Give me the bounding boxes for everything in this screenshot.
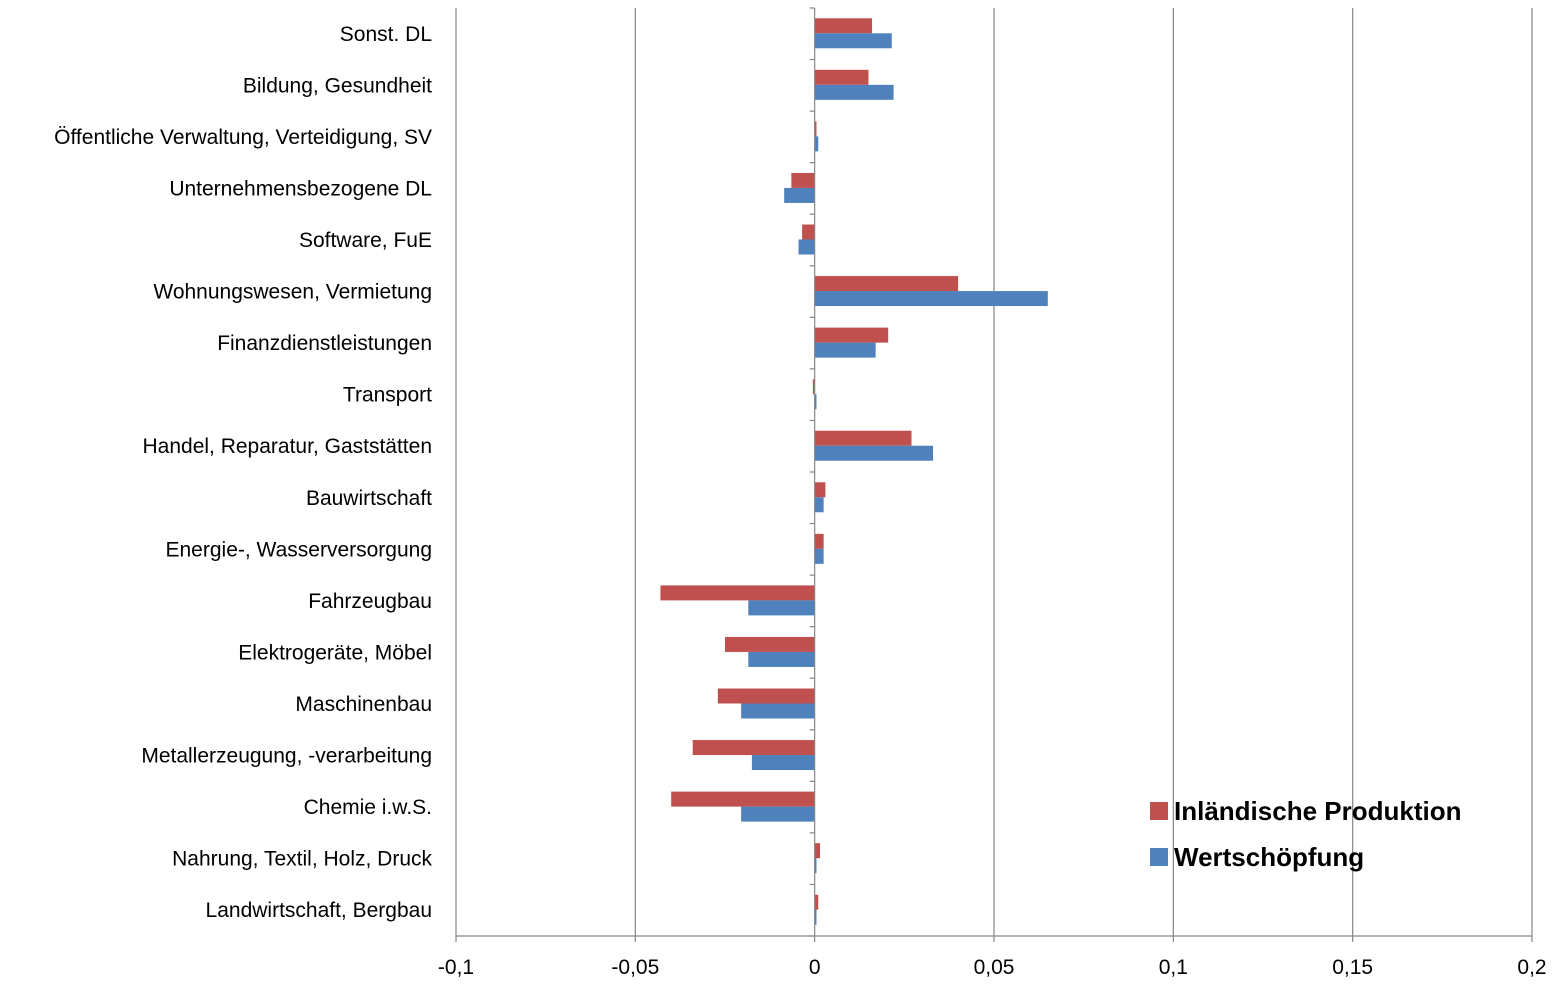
x-tick-label: -0,1 — [438, 956, 474, 979]
bar-wertschoepfung — [814, 136, 819, 152]
bars — [660, 18, 1048, 925]
legend-label: Inländische Produktion — [1174, 796, 1461, 826]
bar-inlaendische-produktion — [814, 533, 824, 549]
category-label: Wohnungswesen, Vermietung — [153, 281, 432, 304]
x-tick-label: 0 — [809, 956, 821, 979]
bar-wertschoepfung — [814, 548, 824, 564]
bar-inlaendische-produktion — [814, 843, 821, 859]
bar-inlaendische-produktion — [812, 379, 815, 395]
bar-inlaendische-produktion — [692, 740, 815, 756]
category-label: Nahrung, Textil, Holz, Druck — [172, 848, 432, 871]
category-label: Transport — [343, 384, 432, 407]
bar-wertschoepfung — [814, 291, 1048, 307]
bar-inlaendische-produktion — [814, 482, 826, 498]
x-tick-label: 0,1 — [1159, 956, 1188, 979]
legend-label: Wertschöpfung — [1174, 842, 1364, 872]
bar-inlaendische-produktion — [660, 585, 815, 601]
bar-inlaendische-produktion — [814, 430, 912, 446]
bar-wertschoepfung — [814, 858, 817, 874]
category-label: Chemie i.w.S. — [304, 796, 432, 819]
bar-inlaendische-produktion — [717, 688, 815, 704]
category-label: Unternehmensbezogene DL — [169, 177, 432, 200]
bar-wertschoepfung — [741, 703, 815, 719]
category-label: Finanzdienstleistungen — [217, 332, 432, 355]
bar-wertschoepfung — [784, 187, 815, 203]
category-label: Maschinenbau — [295, 693, 432, 716]
bar-wertschoepfung — [814, 909, 817, 925]
category-label: Fahrzeugbau — [308, 590, 432, 613]
category-label: Öffentliche Verwaltung, Verteidigung, SV — [54, 126, 432, 149]
bar-wertschoepfung — [748, 600, 815, 616]
bar-wertschoepfung — [741, 806, 815, 822]
bar-wertschoepfung — [814, 33, 892, 49]
bar-inlaendische-produktion — [814, 18, 873, 34]
category-label: Elektrogeräte, Möbel — [238, 641, 432, 664]
x-tick-label: 0,2 — [1517, 956, 1546, 979]
bar-wertschoepfung — [814, 84, 894, 100]
category-label: Bauwirtschaft — [306, 487, 432, 510]
bar-wertschoepfung — [814, 497, 824, 513]
bar-wertschoepfung — [814, 445, 934, 461]
legend-swatch — [1150, 802, 1168, 820]
legend: Inländische Produktion Wertschöpfung — [1150, 796, 1461, 872]
category-label: Software, FuE — [299, 229, 432, 252]
category-label: Sonst. DL — [340, 23, 432, 46]
gridlines — [455, 8, 1533, 936]
bar-inlaendische-produktion — [802, 224, 815, 240]
category-label: Bildung, Gesundheit — [243, 74, 432, 97]
bar-inlaendische-produktion — [814, 69, 869, 85]
bar-wertschoepfung — [751, 755, 815, 771]
bar-wertschoepfung — [798, 239, 815, 255]
x-tick-label: 0,15 — [1332, 956, 1373, 979]
bar-inlaendische-produktion — [814, 894, 819, 910]
bar-wertschoepfung — [748, 651, 815, 667]
category-labels: Sonst. DL Bildung, Gesundheit Öffentliche … — [54, 23, 432, 922]
bar-wertschoepfung — [814, 394, 817, 410]
bar-inlaendische-produktion — [814, 327, 889, 343]
bar-inlaendische-produktion — [791, 172, 815, 188]
x-tick-label: -0,05 — [611, 956, 659, 979]
category-label: Energie-, Wasserversorgung — [166, 538, 433, 561]
category-label: Handel, Reparatur, Gaststätten — [143, 435, 433, 458]
legend-swatch — [1150, 848, 1168, 866]
bar-inlaendische-produktion — [671, 791, 815, 807]
bar-inlaendische-produktion — [725, 636, 815, 652]
category-label: Metallerzeugung, -verarbeitung — [141, 745, 432, 768]
x-tick-labels: -0,1 -0,05 0 0,05 0,1 0,15 0,2 — [438, 956, 1547, 979]
bar-inlaendische-produktion — [814, 276, 959, 292]
x-tick-label: 0,05 — [974, 956, 1015, 979]
bar-inlaendische-produktion — [814, 121, 817, 137]
category-label: Landwirtschaft, Bergbau — [206, 899, 432, 922]
bar-wertschoepfung — [814, 342, 876, 358]
axes — [455, 7, 1533, 942]
